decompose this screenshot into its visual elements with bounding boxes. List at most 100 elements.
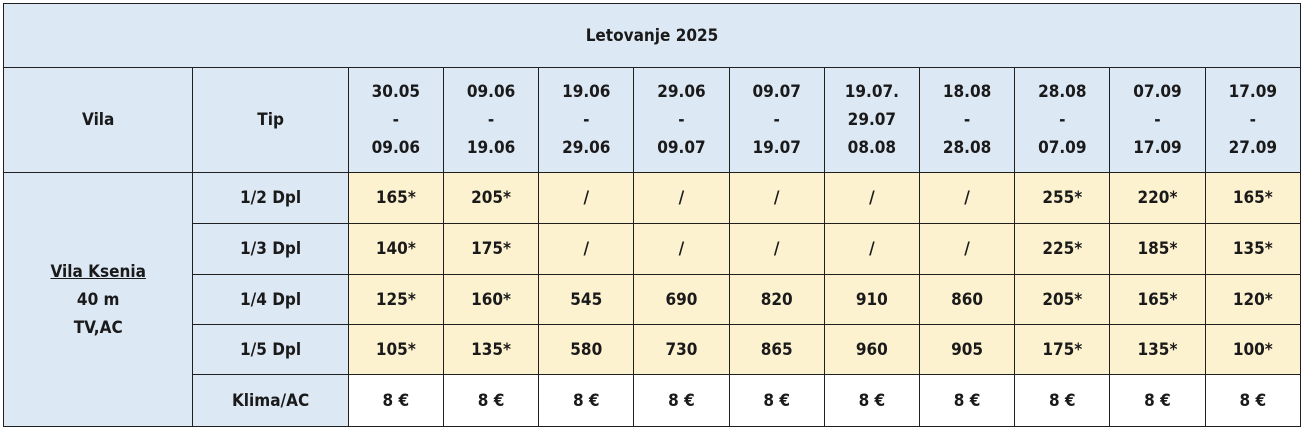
price-cell: 140* <box>347 223 444 275</box>
ac-price-cell: 8 € <box>918 374 1016 427</box>
price-cell: 860 <box>918 274 1016 325</box>
price-cell: 175* <box>442 223 540 275</box>
period-end: 17.09 <box>1133 138 1182 158</box>
period-sep: - <box>487 110 495 130</box>
period-header: 17.09 - 27.09 <box>1204 67 1302 173</box>
ac-price-cell: 8 € <box>633 374 730 427</box>
period-start: 07.09 <box>1133 82 1182 102</box>
price-cell: 100* <box>1204 324 1302 375</box>
price-cell: 960 <box>823 324 920 375</box>
ac-price-cell: 8 € <box>823 374 920 427</box>
price-cell: 125* <box>347 274 444 325</box>
price-cell: 165* <box>1109 274 1206 325</box>
period-sep: - <box>1249 110 1256 130</box>
period-end: 29.06 <box>562 138 611 158</box>
villa-size: 40 m <box>76 289 120 310</box>
price-cell: 135* <box>442 324 540 375</box>
price-cell: / <box>728 223 825 275</box>
price-cell: 820 <box>728 274 825 325</box>
period-sep: - <box>678 110 685 130</box>
header-row: Vila Tip 30.05-09.06 09.06-19.06 19.06-2… <box>2 67 1302 173</box>
table-row: 1/3 Dpl 140* 175* / / / / / 225* 185* 13… <box>4 223 1302 275</box>
period-end: 09.06 <box>371 138 421 158</box>
period-start: 19.06 <box>562 82 611 102</box>
price-cell: 135* <box>1109 324 1206 375</box>
price-cell: 580 <box>538 324 635 375</box>
period-sep: - <box>963 110 971 130</box>
header-tip: Tip <box>192 67 349 173</box>
price-cell: / <box>918 172 1016 224</box>
period-header: 29.06 - 09.07 <box>633 67 730 173</box>
period-sep: - <box>1154 110 1161 130</box>
price-cell: 120* <box>1204 274 1302 325</box>
period-start: 19.07. <box>844 82 899 102</box>
period-sep: - <box>583 110 590 130</box>
period-header: 09.07 - 19.07 <box>728 67 825 173</box>
table-row: Klima/AC 8 € 8 € 8 € 8 € 8 € 8 € 8 € 8 €… <box>4 374 1302 427</box>
room-type: 1/4 Dpl <box>192 274 349 325</box>
price-cell: 690 <box>633 274 730 325</box>
period-sep: - <box>392 110 400 130</box>
price-cell: / <box>538 223 635 275</box>
price-cell: 135* <box>1204 223 1302 275</box>
period-end: 19.07 <box>752 138 801 158</box>
table-row: 1/4 Dpl 125* 160* 545 690 820 910 860 20… <box>4 274 1302 325</box>
price-cell: 220* <box>1109 172 1206 224</box>
period-end: 28.08 <box>942 138 992 158</box>
price-cell: 165* <box>1204 172 1302 224</box>
price-cell: / <box>538 172 635 224</box>
period-header: 09.06 - 19.06 <box>442 67 540 173</box>
ac-price-cell: 8 € <box>538 374 635 427</box>
price-cell: 205* <box>442 172 540 224</box>
ac-price-cell: 8 € <box>442 374 540 427</box>
price-cell: / <box>823 223 920 275</box>
period-start: 28.08 <box>1038 82 1087 102</box>
header-vila: Vila <box>2 67 194 173</box>
table-row: 1/5 Dpl 105* 135* 580 730 865 960 905 17… <box>4 324 1302 375</box>
price-cell: / <box>918 223 1016 275</box>
price-cell: 910 <box>823 274 920 325</box>
period-header: 19.06 - 29.06 <box>538 67 635 173</box>
price-cell: / <box>728 172 825 224</box>
price-cell: 160* <box>442 274 540 325</box>
period-end: 08.08 <box>847 138 897 158</box>
period-header: 28.08 - 07.09 <box>1014 67 1111 173</box>
price-cell: / <box>633 223 730 275</box>
period-end: 27.09 <box>1228 138 1277 158</box>
ac-price-cell: 8 € <box>1109 374 1206 427</box>
period-sep: - <box>1059 110 1066 130</box>
table-title: Letovanje 2025 <box>3 3 1301 68</box>
period-start: 09.07 <box>752 82 801 102</box>
price-cell: 865 <box>728 324 825 375</box>
price-cell: / <box>633 172 730 224</box>
ac-price-cell: 8 € <box>1014 374 1111 427</box>
price-cell: 175* <box>1014 324 1111 375</box>
period-start: 30.05 <box>371 82 421 102</box>
period-header: 18.08 - 28.08 <box>918 67 1016 173</box>
price-cell: 255* <box>1014 172 1111 224</box>
villa-name: Vila Ksenia <box>50 261 146 282</box>
ac-price-cell: 8 € <box>1204 374 1302 427</box>
ac-price-cell: 8 € <box>347 374 444 427</box>
room-type: Klima/AC <box>192 374 349 427</box>
ac-price-cell: 8 € <box>728 374 825 427</box>
period-start: 17.09 <box>1228 82 1277 102</box>
room-type: 1/2 Dpl <box>192 172 349 224</box>
period-end: 07.09 <box>1038 138 1087 158</box>
room-type: 1/3 Dpl <box>192 223 349 275</box>
room-type: 1/5 Dpl <box>192 324 349 375</box>
price-cell: / <box>823 172 920 224</box>
price-cell: 225* <box>1014 223 1111 275</box>
period-header: 19.07. 29.07 08.08 <box>823 67 920 173</box>
price-table: Letovanje 2025 Vila Tip 30.05 - 09.06 09.0… <box>2 3 1302 427</box>
period-header: 07.09 - 17.09 <box>1109 67 1206 173</box>
period-end: 09.07 <box>657 138 706 158</box>
price-cell: 205* <box>1014 274 1111 325</box>
price-cell: 905 <box>918 324 1016 375</box>
price-cell: 730 <box>633 324 730 375</box>
period-start: 29.06 <box>657 82 706 102</box>
period-end: 19.06 <box>466 138 516 158</box>
price-cell: 105* <box>347 324 444 375</box>
period-start: 09.06 <box>466 82 516 102</box>
table-row: Vila Ksenia 40 m TV,AC 1/2 Dpl 165* 205*… <box>2 172 1302 427</box>
